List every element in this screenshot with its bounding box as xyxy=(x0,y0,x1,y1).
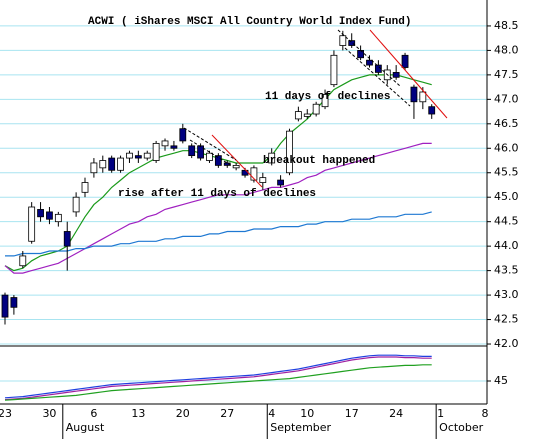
month-label: October xyxy=(439,421,483,434)
candle-body xyxy=(428,106,436,115)
candle-body xyxy=(170,145,178,149)
candle-body xyxy=(348,40,356,46)
y-tick-label: 42.5 xyxy=(494,313,519,326)
marks xyxy=(1,30,436,401)
x-tick-label: 30 xyxy=(42,407,56,420)
candle-body xyxy=(63,231,71,247)
candle-body xyxy=(250,167,258,181)
month-label: August xyxy=(66,421,105,434)
candle-body xyxy=(188,145,196,157)
candle-body xyxy=(81,182,89,193)
y-tick-label: 47.0 xyxy=(494,92,519,105)
candle-body xyxy=(143,152,151,159)
candle-body xyxy=(321,94,329,108)
chart-title: ACWI ( iShares MSCI All Country World In… xyxy=(88,16,411,28)
y-tick-label: 45 xyxy=(494,374,508,387)
candle-body xyxy=(206,152,213,161)
candle-body xyxy=(339,35,347,46)
x-tick-label: 4 xyxy=(268,407,275,420)
grid xyxy=(0,25,491,439)
candle-body xyxy=(357,50,365,59)
x-tick-label: 1 xyxy=(437,407,444,420)
y-tick-label: 46.0 xyxy=(494,141,519,154)
candle-body xyxy=(90,162,98,174)
candle-body xyxy=(312,103,320,115)
labels: 23 30 6 13 20 27 4 10 17 24 1 8 August September Octob… xyxy=(0,19,519,434)
trend-line xyxy=(344,47,411,107)
candle-body xyxy=(1,294,9,318)
candle-body xyxy=(277,179,284,186)
x-tick-label: 17 xyxy=(345,407,359,420)
candle-body xyxy=(10,297,18,308)
y-tick-label: 45.5 xyxy=(494,166,519,179)
candle-body xyxy=(330,54,338,86)
ma-line xyxy=(4,356,432,401)
ma-line xyxy=(4,354,432,399)
candle-body xyxy=(117,157,124,171)
x-tick-label: 13 xyxy=(131,407,145,420)
candle-body xyxy=(108,157,116,171)
candle-body xyxy=(259,177,267,183)
candle-body xyxy=(223,162,231,166)
candle-body xyxy=(54,213,62,223)
ma-line xyxy=(5,211,432,257)
trend-line xyxy=(183,127,237,161)
candle-body xyxy=(232,165,240,169)
candle-body xyxy=(179,128,187,142)
candle-body xyxy=(401,54,409,68)
y-tick-label: 48.5 xyxy=(494,19,519,32)
y-tick-label: 47.5 xyxy=(494,68,519,81)
candle-body xyxy=(303,113,311,117)
candle-body xyxy=(374,64,382,73)
candle-body xyxy=(410,86,418,103)
annotation: breakout happened xyxy=(263,155,375,167)
trend-lines xyxy=(183,29,448,188)
candle-body xyxy=(152,142,160,161)
month-label: September xyxy=(270,421,331,434)
candle-body xyxy=(28,206,36,242)
x-tick-label: 10 xyxy=(300,407,314,420)
candle-body xyxy=(161,140,169,147)
candle-body xyxy=(286,130,293,174)
trend-line xyxy=(189,139,233,167)
y-tick-label: 48.0 xyxy=(494,43,519,56)
candle-body xyxy=(419,91,427,103)
ma-line xyxy=(4,364,432,401)
candle-body xyxy=(72,196,80,213)
x-tick-label: 6 xyxy=(90,407,97,420)
x-tick-label: 8 xyxy=(482,407,489,420)
y-tick-label: 45.0 xyxy=(494,190,519,203)
trend-line xyxy=(211,134,263,188)
candle-body xyxy=(197,145,204,159)
candle-body xyxy=(134,155,142,159)
candle-body xyxy=(268,152,276,164)
candle-body xyxy=(392,72,400,78)
y-tick-label: 44.5 xyxy=(494,215,519,228)
candle-body xyxy=(294,111,302,120)
y-tick-label: 43.0 xyxy=(494,288,519,301)
candle-body xyxy=(99,160,107,169)
y-tick-label: 42.0 xyxy=(494,337,519,350)
annotation: rise after 11 days of declines xyxy=(118,188,316,200)
x-tick-label: 27 xyxy=(220,407,234,420)
x-tick-label: 23 xyxy=(0,407,12,420)
candle-body xyxy=(37,209,44,218)
x-tick-label: 24 xyxy=(389,407,403,420)
candle-body xyxy=(366,59,373,66)
trend-line xyxy=(369,29,448,119)
annotation: 11 days of declines xyxy=(265,91,390,103)
ma-line xyxy=(4,142,432,274)
y-tick-label: 46.5 xyxy=(494,117,519,130)
y-tick-label: 43.5 xyxy=(494,264,519,277)
candle-body xyxy=(19,255,27,267)
candle-body xyxy=(126,152,133,159)
candle-body xyxy=(46,211,53,220)
y-tick-label: 44.0 xyxy=(494,239,519,252)
candle-body xyxy=(214,155,222,166)
trend-line xyxy=(337,29,401,87)
x-tick-label: 20 xyxy=(176,407,190,420)
